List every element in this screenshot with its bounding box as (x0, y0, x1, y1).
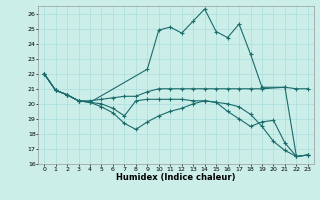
X-axis label: Humidex (Indice chaleur): Humidex (Indice chaleur) (116, 173, 236, 182)
